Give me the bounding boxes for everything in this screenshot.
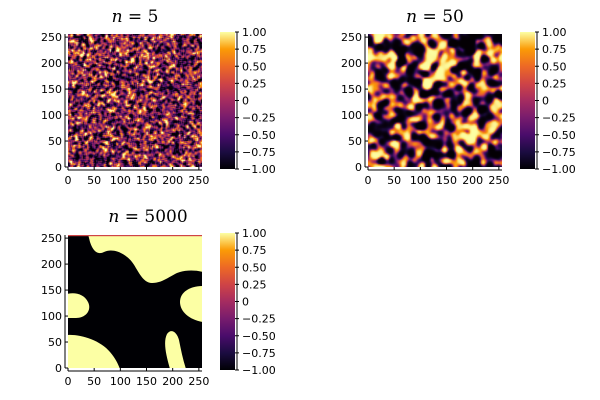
panel-n5: n = 5 — [68, 7, 202, 167]
colorbar-tick-label: 0 — [242, 296, 249, 309]
x-tick-label: 100 — [110, 375, 131, 388]
heatmap-image — [68, 34, 202, 167]
axes-panel-0: 00 50 50 100 100 150 150 200 200 250 250 — [41, 31, 209, 187]
phase-high-top-edge — [68, 235, 202, 237]
colorbar-tick-label: −1.00 — [242, 163, 276, 176]
colorbar: 1.00 0.75 0.50 0.25 0 −0.25 −0.50 −0.75 −1.00 — [220, 227, 276, 377]
colorbar-tick-label: −1.00 — [542, 163, 576, 176]
heatmap-image — [368, 34, 502, 167]
panel-title: n = 5000 — [108, 207, 187, 227]
y-tick-label: 100 — [41, 109, 62, 122]
y-tick-label: 200 — [41, 57, 62, 70]
x-tick-label: 200 — [162, 375, 183, 388]
colorbar-tick-label: −0.50 — [242, 330, 276, 343]
colorbar-tick-label: 0.75 — [542, 43, 567, 56]
colorbar-tick-label: −0.75 — [242, 347, 276, 360]
x-tick-label: 150 — [436, 174, 457, 187]
colorbar-tick-label: 0.50 — [542, 60, 567, 73]
colorbar-tick-label: 0 — [242, 95, 249, 108]
y-tick-label: 100 — [41, 310, 62, 323]
y-tick-label: 0 — [55, 362, 62, 375]
colorbar-tick-label: 1.00 — [242, 227, 267, 240]
colorbar-tick-label: 0.75 — [242, 43, 267, 56]
y-tick-label: 200 — [341, 57, 362, 70]
heatmap-domains — [68, 235, 202, 368]
colorbar-gradient — [520, 32, 535, 169]
colorbar-gradient — [220, 32, 235, 169]
colorbar-tick-label: 0.25 — [242, 278, 267, 291]
x-tick-label: 250 — [188, 174, 209, 187]
panel-n50: n = 50 — [368, 7, 502, 167]
y-tick-label: 100 — [341, 109, 362, 122]
x-tick-label: 250 — [188, 375, 209, 388]
x-tick-label: 50 — [87, 174, 101, 187]
colorbar-tick-label: −1.00 — [242, 364, 276, 377]
x-tick-label: 200 — [462, 174, 483, 187]
axes-panel-1: 00 50 50 100 100 150 150 200 200 250 250 — [341, 31, 509, 187]
colorbar-tick-label: 0.50 — [242, 261, 267, 274]
colorbar-tick-label: −0.25 — [542, 112, 576, 125]
panel-title: n = 50 — [406, 7, 464, 27]
y-tick-label: 0 — [355, 161, 362, 174]
panel-title: n = 5 — [112, 7, 159, 27]
phase-high-left-blob — [68, 293, 90, 318]
colorbar-tick-label: 0 — [542, 95, 549, 108]
x-tick-label: 150 — [136, 174, 157, 187]
phase-high-finger — [165, 331, 186, 368]
colorbar-tick-label: 0.50 — [242, 60, 267, 73]
panel-n5000: n = 5000 — [68, 207, 202, 368]
colorbar-tick-label: 0.75 — [242, 244, 267, 257]
y-tick-label: 50 — [348, 135, 362, 148]
colorbar-tick-label: −0.25 — [242, 112, 276, 125]
colorbar-tick-label: −0.75 — [542, 146, 576, 159]
phase-high-bottom-left — [68, 334, 120, 368]
colorbar-tick-label: −0.25 — [242, 313, 276, 326]
phase-high-right-blob — [180, 286, 202, 322]
x-tick-label: 200 — [162, 174, 183, 187]
y-tick-label: 250 — [41, 31, 62, 44]
y-tick-label: 150 — [41, 83, 62, 96]
y-tick-label: 0 — [55, 161, 62, 174]
y-tick-label: 150 — [341, 83, 362, 96]
x-tick-label: 0 — [365, 174, 372, 187]
colorbar-tick-label: 1.00 — [542, 26, 567, 39]
y-tick-label: 150 — [41, 284, 62, 297]
y-tick-label: 250 — [41, 232, 62, 245]
x-tick-label: 50 — [87, 375, 101, 388]
colorbar-tick-label: −0.50 — [242, 129, 276, 142]
y-tick-label: 250 — [341, 31, 362, 44]
colorbar-tick-label: 0.25 — [242, 77, 267, 90]
x-tick-label: 0 — [65, 174, 72, 187]
y-tick-label: 200 — [41, 258, 62, 271]
x-tick-label: 0 — [65, 375, 72, 388]
y-tick-label: 50 — [48, 135, 62, 148]
x-tick-label: 250 — [488, 174, 509, 187]
colorbar: 1.00 0.75 0.50 0.25 0 −0.25 −0.50 −0.75 −1.00 — [520, 26, 576, 176]
x-tick-label: 50 — [387, 174, 401, 187]
colorbar-tick-label: −0.75 — [242, 146, 276, 159]
colorbar-tick-label: 0.25 — [542, 77, 567, 90]
colorbar-tick-label: 1.00 — [242, 26, 267, 39]
x-tick-label: 100 — [110, 174, 131, 187]
y-tick-label: 50 — [48, 336, 62, 349]
x-tick-label: 100 — [410, 174, 431, 187]
colorbar-gradient — [220, 233, 235, 370]
phase-high-top-band — [88, 235, 202, 283]
colorbar: 1.00 0.75 0.50 0.25 0 −0.25 −0.50 −0.75 −1.00 — [220, 26, 276, 176]
colorbar-tick-label: −0.50 — [542, 129, 576, 142]
axes-panel-2: 00 50 50 100 100 150 150 200 200 250 250 — [41, 232, 209, 388]
x-tick-label: 150 — [136, 375, 157, 388]
